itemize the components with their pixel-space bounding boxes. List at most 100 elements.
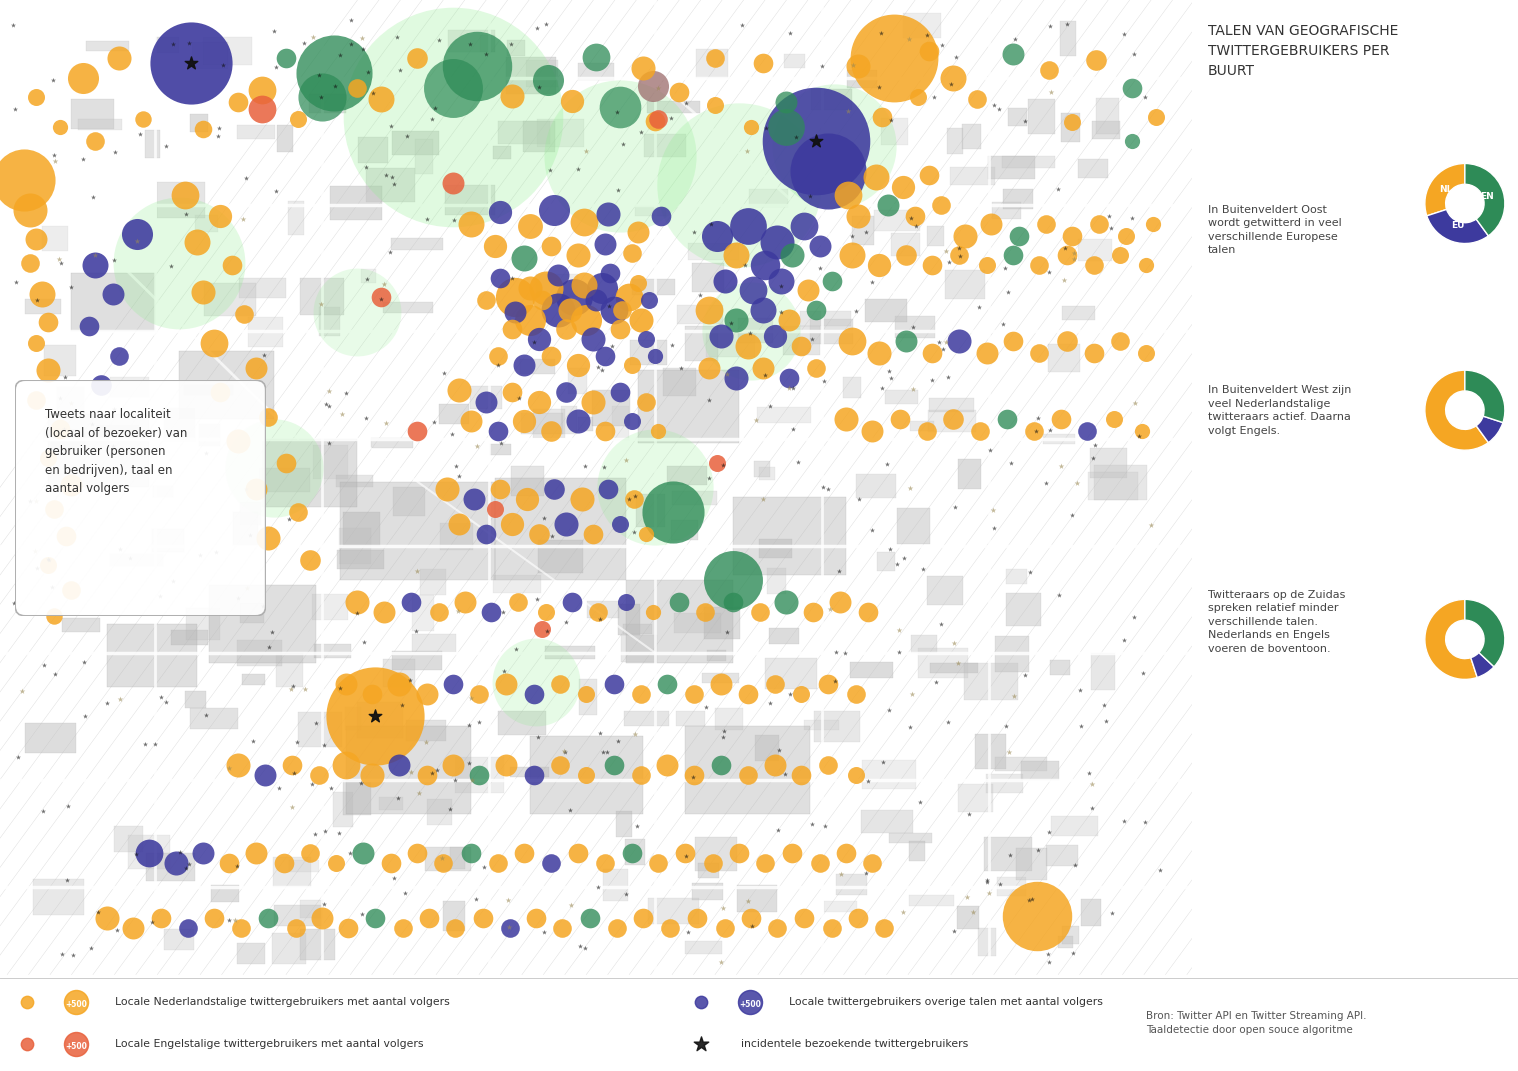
Wedge shape: [1425, 371, 1488, 450]
Point: [495, 756, 519, 773]
Bar: [340, 528, 372, 564]
Point: [137, 844, 161, 861]
Point: [993, 259, 1017, 276]
Point: [712, 272, 736, 289]
Point: [226, 589, 250, 606]
Point: [1114, 227, 1138, 244]
Point: [987, 101, 1011, 118]
Point: [548, 756, 572, 773]
Point: [730, 17, 754, 34]
Point: [167, 255, 191, 272]
Point: [846, 909, 870, 926]
Point: [36, 552, 61, 569]
Point: [474, 46, 498, 63]
Point: [934, 333, 958, 350]
Point: [607, 148, 631, 165]
Point: [689, 993, 713, 1010]
Point: [920, 344, 944, 361]
Point: [15, 993, 39, 1010]
Point: [59, 278, 83, 296]
Point: [604, 104, 628, 121]
Text: In Buitenveldert West zijn
veel Nederlandstalige
twitteraars actief. Daarna
volg: In Buitenveldert West zijn veel Nederlan…: [1208, 384, 1351, 436]
Bar: [361, 269, 376, 284]
Point: [594, 236, 618, 253]
Point: [328, 46, 352, 63]
Bar: [455, 757, 504, 793]
Point: [586, 359, 610, 376]
Point: [527, 78, 551, 95]
Point: [795, 282, 820, 299]
Bar: [814, 711, 861, 742]
Point: [823, 673, 847, 690]
Point: [335, 919, 360, 936]
Bar: [343, 780, 372, 815]
Bar: [918, 648, 967, 678]
Point: [946, 654, 970, 672]
Point: [1063, 244, 1087, 261]
Bar: [765, 659, 817, 689]
Point: [539, 237, 563, 254]
Point: [264, 58, 288, 75]
Point: [689, 1036, 713, 1053]
Point: [1055, 15, 1079, 32]
Point: [808, 237, 832, 254]
Point: [777, 369, 802, 387]
Point: [753, 366, 777, 383]
Point: [613, 593, 638, 610]
Bar: [384, 659, 414, 687]
Point: [1025, 907, 1049, 924]
Bar: [190, 115, 208, 132]
Point: [87, 904, 111, 921]
Point: [777, 311, 802, 328]
Bar: [319, 306, 340, 335]
Point: [118, 549, 143, 567]
Point: [855, 224, 879, 241]
Bar: [313, 594, 349, 620]
Point: [533, 509, 557, 526]
Point: [680, 769, 704, 786]
Point: [777, 685, 802, 703]
Point: [1038, 84, 1063, 101]
Point: [762, 756, 786, 773]
Bar: [146, 854, 194, 881]
Point: [1099, 220, 1123, 237]
Point: [188, 546, 213, 563]
Bar: [493, 575, 542, 593]
Bar: [420, 569, 446, 595]
Point: [736, 685, 761, 703]
Bar: [380, 797, 404, 810]
Point: [102, 252, 126, 269]
Text: Tweets naar localiteit
(locaal of bezoeker) van
gebruiker (personen
en bedrijven: Tweets naar localiteit (locaal of bezoek…: [46, 408, 188, 496]
Point: [512, 250, 536, 267]
Point: [727, 844, 751, 861]
Point: [458, 215, 483, 232]
Bar: [527, 60, 559, 87]
Point: [205, 127, 229, 145]
Point: [149, 689, 173, 706]
Bar: [179, 351, 275, 419]
Point: [597, 298, 621, 315]
Point: [161, 35, 185, 52]
Point: [285, 110, 310, 127]
Point: [226, 432, 250, 449]
Bar: [153, 486, 173, 497]
Bar: [537, 540, 583, 573]
Bar: [754, 461, 770, 477]
Point: [1049, 410, 1073, 427]
Bar: [944, 270, 985, 299]
Point: [827, 562, 852, 579]
Point: [817, 162, 841, 179]
Point: [589, 278, 613, 296]
Point: [108, 541, 132, 558]
Point: [422, 413, 446, 431]
Point: [273, 50, 298, 67]
Point: [351, 41, 375, 58]
Point: [924, 673, 949, 690]
Point: [360, 766, 384, 783]
Point: [568, 937, 592, 954]
Point: [1055, 332, 1079, 349]
Point: [780, 420, 805, 437]
Point: [601, 756, 625, 773]
Point: [750, 301, 774, 318]
Point: [754, 119, 779, 136]
